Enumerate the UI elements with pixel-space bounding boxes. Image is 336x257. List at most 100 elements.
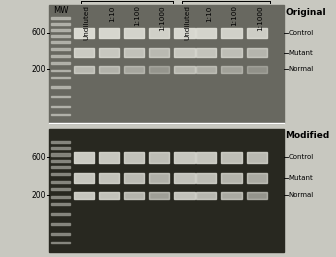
Bar (99, 48, 119, 57)
Bar (51, 147, 70, 150)
Text: 200: 200 (32, 191, 46, 200)
Bar (51, 114, 70, 115)
Bar (174, 66, 195, 72)
Bar (51, 173, 70, 175)
Text: Normal: Normal (289, 192, 314, 198)
Bar (51, 153, 70, 156)
Bar (51, 96, 70, 97)
Bar (196, 173, 216, 183)
Bar (124, 173, 144, 183)
Bar (99, 152, 119, 163)
Bar (124, 152, 144, 163)
Text: 1:100: 1:100 (134, 5, 140, 26)
Bar (149, 48, 169, 57)
Text: Original: Original (286, 8, 326, 17)
Bar (51, 48, 70, 50)
Bar (51, 242, 70, 243)
Text: 1:10: 1:10 (109, 5, 115, 22)
Bar (51, 196, 70, 198)
Text: 1:1000: 1:1000 (257, 5, 263, 31)
Bar (51, 55, 70, 57)
Bar (149, 66, 169, 72)
Bar (174, 152, 195, 163)
Bar (74, 48, 94, 57)
Text: 200: 200 (32, 65, 46, 74)
Bar (124, 48, 144, 57)
Bar (247, 27, 267, 38)
Bar (221, 173, 242, 183)
Bar (124, 66, 144, 72)
Bar (221, 192, 242, 199)
Bar (99, 173, 119, 183)
Bar (174, 173, 195, 183)
Text: Patient 1: Patient 1 (107, 0, 148, 1)
Bar (51, 86, 70, 88)
Bar (247, 173, 267, 183)
Bar (247, 66, 267, 72)
Bar (51, 35, 70, 37)
Text: Control: Control (289, 30, 314, 36)
Bar (51, 213, 70, 215)
Bar (74, 192, 94, 199)
Bar (221, 48, 242, 57)
Bar (74, 27, 94, 38)
Bar (221, 27, 242, 38)
Text: Normal: Normal (289, 66, 314, 72)
Bar (196, 27, 216, 38)
Bar (51, 203, 70, 205)
Bar (99, 27, 119, 38)
Bar (51, 62, 70, 64)
Bar (51, 181, 70, 183)
Bar (51, 41, 70, 43)
Bar (124, 27, 144, 38)
Bar (51, 223, 70, 225)
Bar (74, 173, 94, 183)
Bar (174, 48, 195, 57)
Bar (51, 106, 70, 107)
Text: MW: MW (53, 6, 68, 15)
Bar (49, 5, 284, 123)
Bar (247, 48, 267, 57)
Bar (49, 128, 284, 252)
Text: Control: Control (289, 154, 314, 160)
Bar (74, 66, 94, 72)
Bar (51, 17, 70, 19)
Bar (99, 66, 119, 72)
Bar (174, 192, 195, 199)
Bar (149, 152, 169, 163)
Text: 600: 600 (32, 29, 46, 38)
Bar (51, 233, 70, 235)
Bar (196, 48, 216, 57)
Bar (51, 77, 70, 78)
Text: 1:10: 1:10 (206, 5, 212, 22)
Bar (196, 192, 216, 199)
Text: 600: 600 (32, 153, 46, 162)
Bar (51, 70, 70, 71)
Bar (196, 152, 216, 163)
Bar (149, 192, 169, 199)
Bar (51, 188, 70, 190)
Bar (51, 141, 70, 143)
Bar (174, 27, 195, 38)
Text: Undiluted: Undiluted (184, 5, 191, 40)
Bar (124, 192, 144, 199)
Bar (51, 23, 70, 25)
Bar (149, 173, 169, 183)
Text: 1:1000: 1:1000 (159, 5, 165, 31)
Bar (51, 160, 70, 162)
Bar (51, 166, 70, 168)
Bar (51, 29, 70, 31)
Bar (99, 192, 119, 199)
Bar (221, 152, 242, 163)
Text: Patient 2: Patient 2 (206, 0, 246, 1)
Bar (196, 66, 216, 72)
Bar (149, 27, 169, 38)
Bar (247, 192, 267, 199)
Bar (74, 152, 94, 163)
Text: Undiluted: Undiluted (84, 5, 90, 40)
Bar (247, 152, 267, 163)
Bar (221, 66, 242, 72)
Text: Mutant: Mutant (289, 175, 313, 181)
Text: Mutant: Mutant (289, 50, 313, 56)
Text: 1:100: 1:100 (232, 5, 238, 26)
